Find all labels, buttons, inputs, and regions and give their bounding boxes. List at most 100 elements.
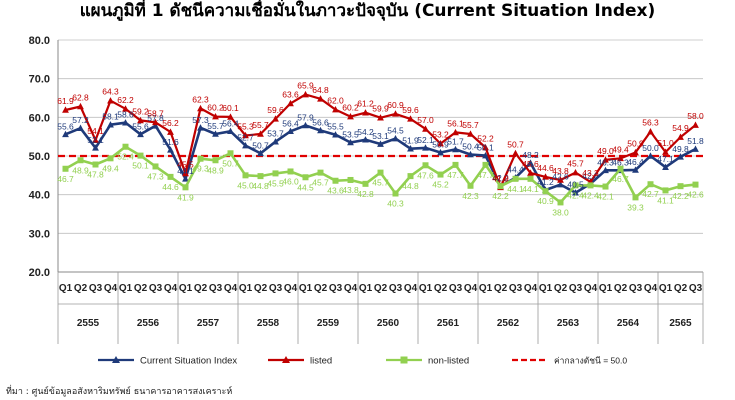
marker-nonlisted xyxy=(302,174,309,181)
marker-listed xyxy=(272,115,279,122)
data-label-listed: 62.0 xyxy=(327,96,344,106)
data-label-nonlisted: 45.2 xyxy=(432,180,449,190)
data-label-listed: 50.9 xyxy=(627,139,644,149)
quarter-label: Q2 xyxy=(554,283,568,294)
data-label-current: 46.3 xyxy=(597,157,614,167)
marker-nonlisted xyxy=(137,152,144,159)
marker-listed xyxy=(572,169,579,176)
legend-label-nonlisted: non-listed xyxy=(428,356,469,367)
marker-listed xyxy=(407,115,414,122)
marker-listed xyxy=(212,112,219,120)
marker-nonlisted xyxy=(467,182,474,189)
quarter-label: Q2 xyxy=(674,283,688,294)
year-label: 2560 xyxy=(377,318,400,329)
marker-nonlisted xyxy=(527,175,534,182)
quarter-label: Q2 xyxy=(314,283,328,294)
data-label-current: 50.0 xyxy=(642,143,659,153)
marker-listed xyxy=(152,118,159,126)
data-label-current: 51.7 xyxy=(447,136,464,146)
marker-current xyxy=(437,148,444,156)
data-label-nonlisted: 42.4 xyxy=(582,190,599,200)
data-label-current: 53.1 xyxy=(372,131,389,141)
marker-listed xyxy=(392,110,399,117)
data-label-listed: 41.9 xyxy=(492,173,509,183)
data-label-nonlisted: 49.4 xyxy=(102,163,119,173)
quarter-label: Q1 xyxy=(539,283,553,294)
data-labels: 55.657.252.158.158.655.657.851.644.157.3… xyxy=(57,81,704,218)
marker-nonlisted xyxy=(92,161,99,168)
data-label-current: 55.6 xyxy=(57,121,74,131)
marker-listed xyxy=(167,128,174,135)
marker-current xyxy=(182,175,189,182)
legend-label-listed: listed xyxy=(310,356,332,367)
marker-listed xyxy=(317,95,324,102)
data-label-listed: 58.0 xyxy=(687,111,704,121)
year-label: 2562 xyxy=(497,318,520,329)
marker-nonlisted xyxy=(692,181,699,188)
quarter-label: Q3 xyxy=(629,283,643,294)
marker-current xyxy=(347,138,354,146)
marker-listed xyxy=(647,128,654,135)
legend-marker-listed xyxy=(282,356,290,363)
marker-current xyxy=(527,159,534,166)
data-label-current: 42.2 xyxy=(492,173,509,183)
marker-current xyxy=(92,144,99,151)
data-label-current: 54.5 xyxy=(387,126,404,136)
quarter-label: Q3 xyxy=(149,283,163,294)
data-label-listed: 55.3 xyxy=(237,122,254,132)
quarter-label: Q1 xyxy=(119,283,133,294)
data-label-current: 57.3 xyxy=(192,115,209,125)
data-label-nonlisted: 50.7 xyxy=(222,158,239,168)
data-label-current: 42.6 xyxy=(552,172,569,182)
marker-nonlisted xyxy=(482,161,489,168)
data-label-current: 44.1 xyxy=(177,166,194,176)
marker-nonlisted xyxy=(182,184,189,191)
data-label-listed: 62.2 xyxy=(117,95,134,105)
data-label-current: 58.1 xyxy=(102,112,119,122)
marker-nonlisted xyxy=(452,161,459,168)
marker-listed xyxy=(302,90,309,98)
marker-current xyxy=(407,145,414,152)
quarter-label: Q1 xyxy=(239,283,253,294)
data-label-current: 40.5 xyxy=(567,180,584,190)
year-label: 2565 xyxy=(669,318,692,329)
marker-nonlisted xyxy=(422,162,429,169)
data-label-listed: 60.9 xyxy=(387,100,404,110)
marker-nonlisted xyxy=(272,170,279,177)
marker-nonlisted xyxy=(377,169,384,176)
y-tick-label: 80.0 xyxy=(29,35,50,47)
marker-current xyxy=(677,153,684,160)
data-label-nonlisted: 47.7 xyxy=(477,170,494,180)
marker-nonlisted xyxy=(632,194,639,201)
data-label-listed: 65.9 xyxy=(297,81,314,91)
data-label-listed: 59.9 xyxy=(372,104,389,114)
marker-current xyxy=(557,181,564,188)
quarter-label: Q4 xyxy=(104,283,118,294)
data-label-current: 46.4 xyxy=(627,157,644,167)
quarter-label: Q3 xyxy=(329,283,343,294)
marker-nonlisted xyxy=(197,155,204,162)
data-label-nonlisted: 43.8 xyxy=(342,185,359,195)
quarter-label: Q3 xyxy=(569,283,583,294)
marker-current xyxy=(62,130,69,138)
data-label-listed: 57.0 xyxy=(417,115,434,125)
marker-nonlisted xyxy=(662,187,669,194)
data-label-current: 57.9 xyxy=(297,112,314,122)
quarter-label: Q2 xyxy=(434,283,448,294)
marker-listed xyxy=(662,148,669,155)
quarter-label: Q3 xyxy=(509,283,523,294)
data-label-nonlisted: 38.0 xyxy=(552,207,569,217)
data-label-nonlisted: 48.9 xyxy=(72,165,89,175)
quarter-label: Q1 xyxy=(299,283,313,294)
year-label: 2558 xyxy=(257,318,280,329)
data-label-listed: 55.7 xyxy=(252,120,269,130)
data-label-current: 52.1 xyxy=(417,135,434,145)
marker-listed xyxy=(257,130,264,137)
marker-current xyxy=(647,152,654,159)
year-label: 2557 xyxy=(197,318,220,329)
data-label-current: 48.2 xyxy=(522,150,539,160)
data-label-listed: 64.8 xyxy=(312,85,329,95)
data-label-nonlisted: 49.3 xyxy=(192,164,209,174)
quarter-label: Q4 xyxy=(584,283,598,294)
marker-nonlisted xyxy=(167,173,174,180)
